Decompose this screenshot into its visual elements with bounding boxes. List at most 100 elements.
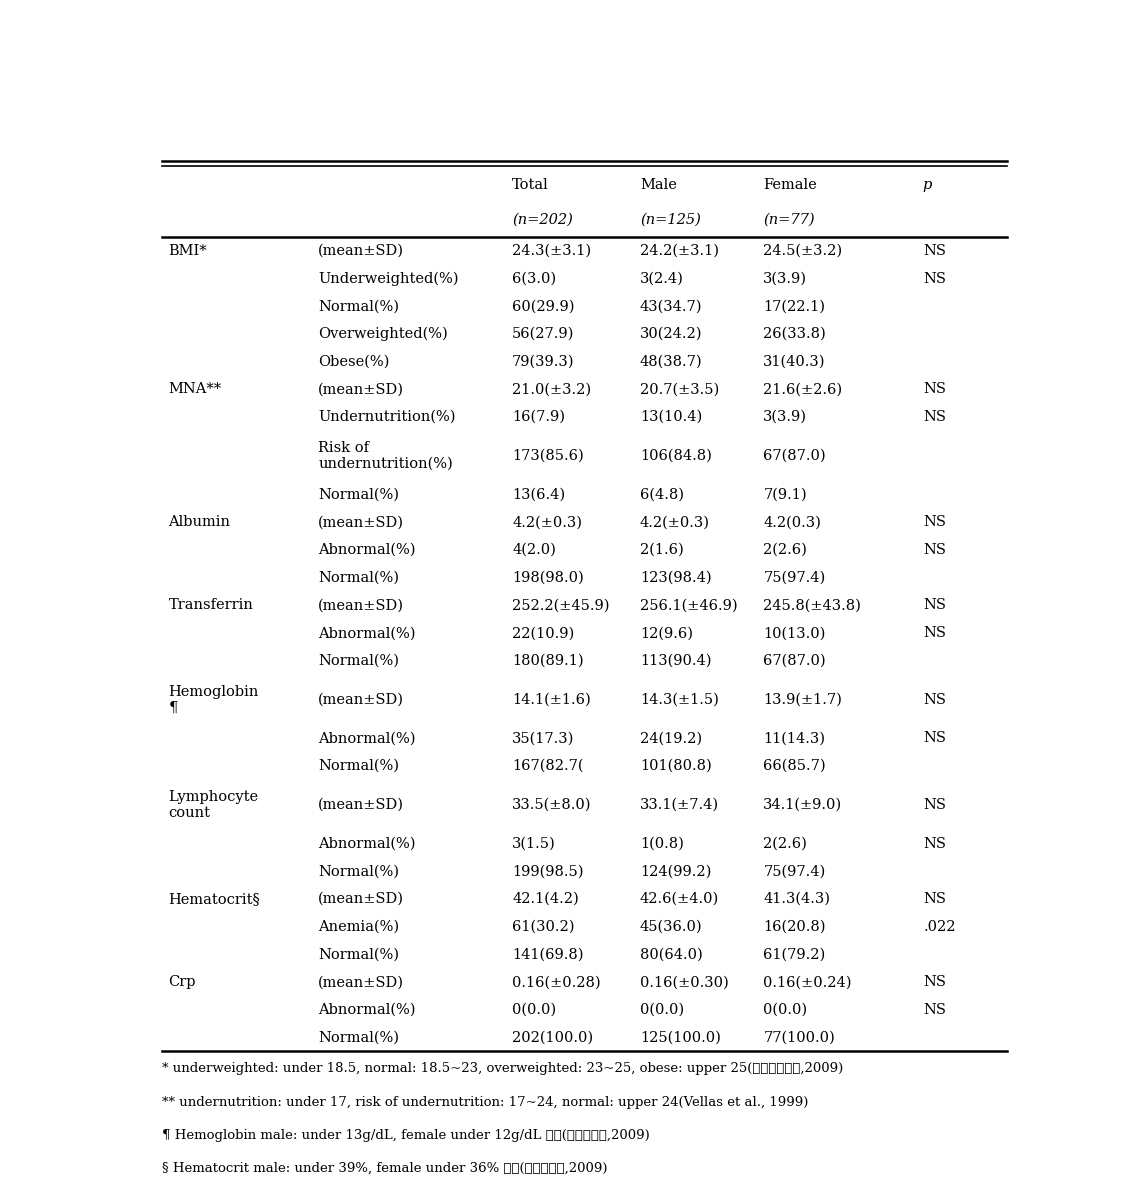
- Text: Transferrin: Transferrin: [168, 598, 254, 613]
- Text: BMI*: BMI*: [168, 243, 207, 258]
- Text: MNA**: MNA**: [168, 382, 222, 397]
- Text: p: p: [922, 177, 931, 192]
- Text: (mean±SD): (mean±SD): [318, 975, 405, 989]
- Text: 42.1(4.2): 42.1(4.2): [512, 892, 579, 906]
- Text: 14.1(±1.6): 14.1(±1.6): [512, 693, 591, 706]
- Text: 13(10.4): 13(10.4): [640, 410, 703, 424]
- Text: Male: Male: [640, 177, 677, 192]
- Text: NS: NS: [923, 598, 947, 613]
- Text: Obese(%): Obese(%): [318, 355, 390, 369]
- Text: Normal(%): Normal(%): [318, 759, 399, 773]
- Text: Crp: Crp: [168, 975, 196, 989]
- Text: Normal(%): Normal(%): [318, 864, 399, 879]
- Text: NS: NS: [923, 693, 947, 706]
- Text: 198(98.0): 198(98.0): [512, 571, 584, 585]
- Text: Abnormal(%): Abnormal(%): [318, 731, 416, 746]
- Text: Hematocrit§: Hematocrit§: [168, 892, 260, 906]
- Text: NS: NS: [923, 272, 947, 285]
- Text: 2(2.6): 2(2.6): [763, 837, 807, 850]
- Text: 199(98.5): 199(98.5): [512, 864, 583, 879]
- Text: 252.2(±45.9): 252.2(±45.9): [512, 598, 609, 613]
- Text: 13(6.4): 13(6.4): [512, 488, 565, 501]
- Text: 245.8(±43.8): 245.8(±43.8): [763, 598, 861, 613]
- Text: 4.2(±0.3): 4.2(±0.3): [640, 516, 709, 530]
- Text: 113(90.4): 113(90.4): [640, 653, 712, 668]
- Text: 3(3.9): 3(3.9): [763, 410, 807, 424]
- Text: 3(1.5): 3(1.5): [512, 837, 556, 850]
- Text: 79(39.3): 79(39.3): [512, 355, 574, 369]
- Text: 0(0.0): 0(0.0): [512, 1002, 556, 1017]
- Text: 80(64.0): 80(64.0): [640, 947, 703, 962]
- Text: 45(36.0): 45(36.0): [640, 920, 703, 934]
- Text: 24(19.2): 24(19.2): [640, 731, 703, 746]
- Text: * underweighted: under 18.5, normal: 18.5~23, overweighted: 23~25, obese: upper : * underweighted: under 18.5, normal: 18.…: [161, 1062, 843, 1076]
- Text: 2(2.6): 2(2.6): [763, 543, 807, 558]
- Text: (mean±SD): (mean±SD): [318, 693, 405, 706]
- Text: 17(22.1): 17(22.1): [763, 300, 825, 313]
- Text: Abnormal(%): Abnormal(%): [318, 626, 416, 640]
- Text: 33.5(±8.0): 33.5(±8.0): [512, 797, 591, 812]
- Text: (mean±SD): (mean±SD): [318, 797, 405, 812]
- Text: (n=125): (n=125): [640, 212, 700, 227]
- Text: (mean±SD): (mean±SD): [318, 243, 405, 258]
- Text: Normal(%): Normal(%): [318, 571, 399, 585]
- Text: 256.1(±46.9): 256.1(±46.9): [640, 598, 738, 613]
- Text: 24.2(±3.1): 24.2(±3.1): [640, 243, 719, 258]
- Text: NS: NS: [923, 410, 947, 424]
- Text: 3(2.4): 3(2.4): [640, 272, 683, 285]
- Text: 106(84.8): 106(84.8): [640, 448, 712, 463]
- Text: (n=77): (n=77): [763, 212, 815, 227]
- Text: Normal(%): Normal(%): [318, 1031, 399, 1044]
- Text: Underweighted(%): Underweighted(%): [318, 271, 459, 285]
- Text: 14.3(±1.5): 14.3(±1.5): [640, 693, 719, 706]
- Text: 42.6(±4.0): 42.6(±4.0): [640, 892, 720, 906]
- Text: 43(34.7): 43(34.7): [640, 300, 703, 313]
- Text: NS: NS: [923, 626, 947, 640]
- Text: Normal(%): Normal(%): [318, 488, 399, 501]
- Text: Hemoglobin
¶: Hemoglobin ¶: [168, 685, 259, 715]
- Text: NS: NS: [923, 516, 947, 530]
- Text: 0.16(±0.30): 0.16(±0.30): [640, 975, 729, 989]
- Text: Risk of
undernutrition(%): Risk of undernutrition(%): [318, 441, 454, 471]
- Text: 173(85.6): 173(85.6): [512, 448, 584, 463]
- Text: Normal(%): Normal(%): [318, 300, 399, 313]
- Text: Undernutrition(%): Undernutrition(%): [318, 410, 456, 424]
- Text: 56(27.9): 56(27.9): [512, 327, 574, 341]
- Text: 123(98.4): 123(98.4): [640, 571, 712, 585]
- Text: 41.3(4.3): 41.3(4.3): [763, 892, 830, 906]
- Text: 33.1(±7.4): 33.1(±7.4): [640, 797, 719, 812]
- Text: 20.7(±3.5): 20.7(±3.5): [640, 382, 720, 397]
- Text: Albumin: Albumin: [168, 516, 231, 530]
- Text: NS: NS: [923, 243, 947, 258]
- Text: NS: NS: [923, 543, 947, 558]
- Text: 24.5(±3.2): 24.5(±3.2): [763, 243, 843, 258]
- Text: Abnormal(%): Abnormal(%): [318, 543, 416, 558]
- Text: 1(0.8): 1(0.8): [640, 837, 683, 850]
- Text: 26(33.8): 26(33.8): [763, 327, 827, 341]
- Text: 48(38.7): 48(38.7): [640, 355, 703, 369]
- Text: Normal(%): Normal(%): [318, 653, 399, 668]
- Text: Lymphocyte
count: Lymphocyte count: [168, 790, 259, 820]
- Text: 67(87.0): 67(87.0): [763, 653, 825, 668]
- Text: 66(85.7): 66(85.7): [763, 759, 825, 773]
- Text: 77(100.0): 77(100.0): [763, 1031, 835, 1044]
- Text: 0(0.0): 0(0.0): [640, 1002, 684, 1017]
- Text: .022: .022: [923, 920, 956, 934]
- Text: 31(40.3): 31(40.3): [763, 355, 825, 369]
- Text: ¶ Hemoglobin male: under 13g/dL, female under 12g/dL 기준(보건복지부,2009): ¶ Hemoglobin male: under 13g/dL, female …: [161, 1129, 649, 1141]
- Text: NS: NS: [923, 731, 947, 746]
- Text: 3(3.9): 3(3.9): [763, 272, 807, 285]
- Text: Female: Female: [763, 177, 818, 192]
- Text: Total: Total: [512, 177, 549, 192]
- Text: 22(10.9): 22(10.9): [512, 626, 574, 640]
- Text: Normal(%): Normal(%): [318, 947, 399, 962]
- Text: 75(97.4): 75(97.4): [763, 571, 825, 585]
- Text: 0.16(±0.28): 0.16(±0.28): [512, 975, 600, 989]
- Text: 21.6(±2.6): 21.6(±2.6): [763, 382, 843, 397]
- Text: 6(3.0): 6(3.0): [512, 272, 556, 285]
- Text: (mean±SD): (mean±SD): [318, 382, 405, 397]
- Text: 61(30.2): 61(30.2): [512, 920, 574, 934]
- Text: 61(79.2): 61(79.2): [763, 947, 825, 962]
- Text: 6(4.8): 6(4.8): [640, 488, 684, 501]
- Text: 2(1.6): 2(1.6): [640, 543, 683, 558]
